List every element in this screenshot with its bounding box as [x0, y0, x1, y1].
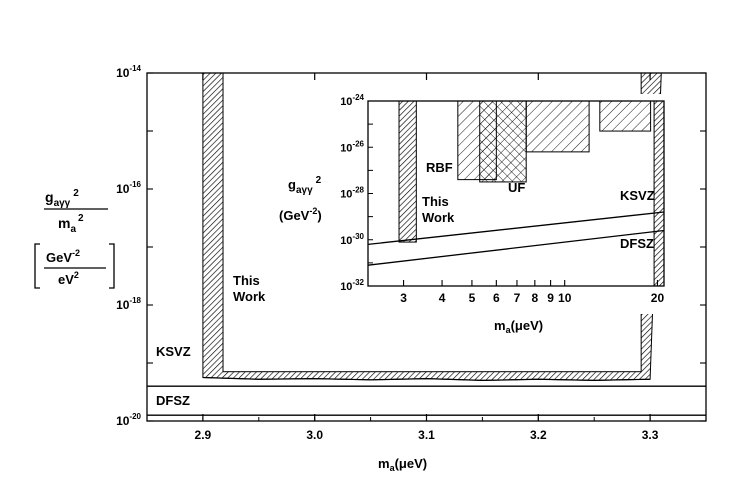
main-x-tick-label-1: 3.0 [306, 428, 323, 442]
inset-y-axis-label-top: gaγγ2 [288, 175, 322, 196]
main-limit-floor [202, 376, 651, 382]
inset-uf-label: UF [508, 180, 525, 195]
inset-this-work-label-line1: This [422, 194, 449, 209]
main-y-tick-label-1: 10-16 [116, 180, 141, 196]
main-y-ticks: 10-14 10-16 10-18 10-20 [116, 64, 706, 428]
main-dfsz-label: DFSZ [156, 393, 190, 408]
inset-dfsz-label: DFSZ [620, 236, 654, 251]
inset-x-tick-label-3: 6 [493, 291, 500, 305]
inset-region-3 [525, 100, 590, 153]
inset-y-tick-label-1: 10-26 [340, 139, 364, 154]
inset-y-tick-label-3: 10-30 [340, 232, 364, 247]
inset-x-tick-label-4: 7 [514, 291, 521, 305]
inset-x-tick-label-2: 5 [469, 291, 476, 305]
inset-y-ticks: 10-24 10-26 10-28 10-30 10-32 [340, 93, 373, 293]
svg-text:ma2: ma2 [58, 213, 84, 235]
inset-y-tick-label-2: 10-28 [340, 186, 364, 201]
main-region-label-line1: This [233, 273, 260, 288]
inset-x-tick-label-8: 20 [651, 291, 665, 305]
inset-x-tick-label-0: 3 [400, 291, 407, 305]
inset-x-tick-label-1: 4 [439, 291, 446, 305]
main-y-tick-label-2: 10-18 [116, 296, 141, 312]
inset-x-tick-label-7: 10 [558, 291, 572, 305]
main-y-tick-label-3: 10-20 [116, 412, 141, 428]
inset-rbf-label: RBF [426, 160, 453, 175]
inset-y-tick-label-4: 10-32 [340, 278, 364, 293]
svg-text:gaγγ2: gaγγ2 [45, 188, 79, 209]
inset-regions [398, 100, 665, 287]
inset-y-tick-label-0: 10-24 [340, 93, 364, 108]
inset-x-tick-label-6: 9 [547, 291, 554, 305]
svg-text:GeV-2: GeV-2 [46, 248, 80, 265]
main-x-tick-label-4: 3.3 [642, 428, 659, 442]
inset-this-work-label-line2: Work [422, 210, 455, 225]
main-region-label-line2: Work [233, 289, 266, 304]
inset-ksvz-label: KSVZ [620, 188, 655, 203]
main-x-tick-label-3: 3.2 [530, 428, 547, 442]
inset-y-axis-label-unit: (GeV-2) [279, 206, 322, 223]
main-ksvz-label: KSVZ [156, 344, 191, 359]
main-x-ticks: 2.9 3.0 3.1 3.2 3.3 [146, 73, 707, 442]
inset-x-axis-label: ma(μeV) [494, 318, 543, 335]
main-y-axis-label: gaγγ2 ma2 GeV-2 eV2 [34, 188, 115, 289]
inset-ksvz-line [367, 211, 665, 246]
inset-x-tick-label-5: 8 [531, 291, 538, 305]
main-x-tick-label-0: 2.9 [195, 428, 212, 442]
inset-region-4 [599, 100, 652, 132]
main-y-tick-label-0: 10-14 [116, 64, 141, 80]
inset-dfsz-line [367, 229, 665, 266]
inset-region-2-crosshatch [479, 101, 527, 182]
inset-right-band [653, 100, 665, 287]
svg-text:eV2: eV2 [58, 270, 79, 287]
inset-x-ticks: 3 4 5 6 7 8 9 10 20 [400, 280, 664, 305]
main-x-axis-label: ma(μeV) [378, 456, 427, 473]
inset-region-0 [398, 100, 417, 243]
main-x-tick-label-2: 3.1 [418, 428, 435, 442]
inset-plot: 3 4 5 6 7 8 9 10 20 10-24 10-26 10-28 10-30 10-32 RB… [279, 93, 684, 335]
